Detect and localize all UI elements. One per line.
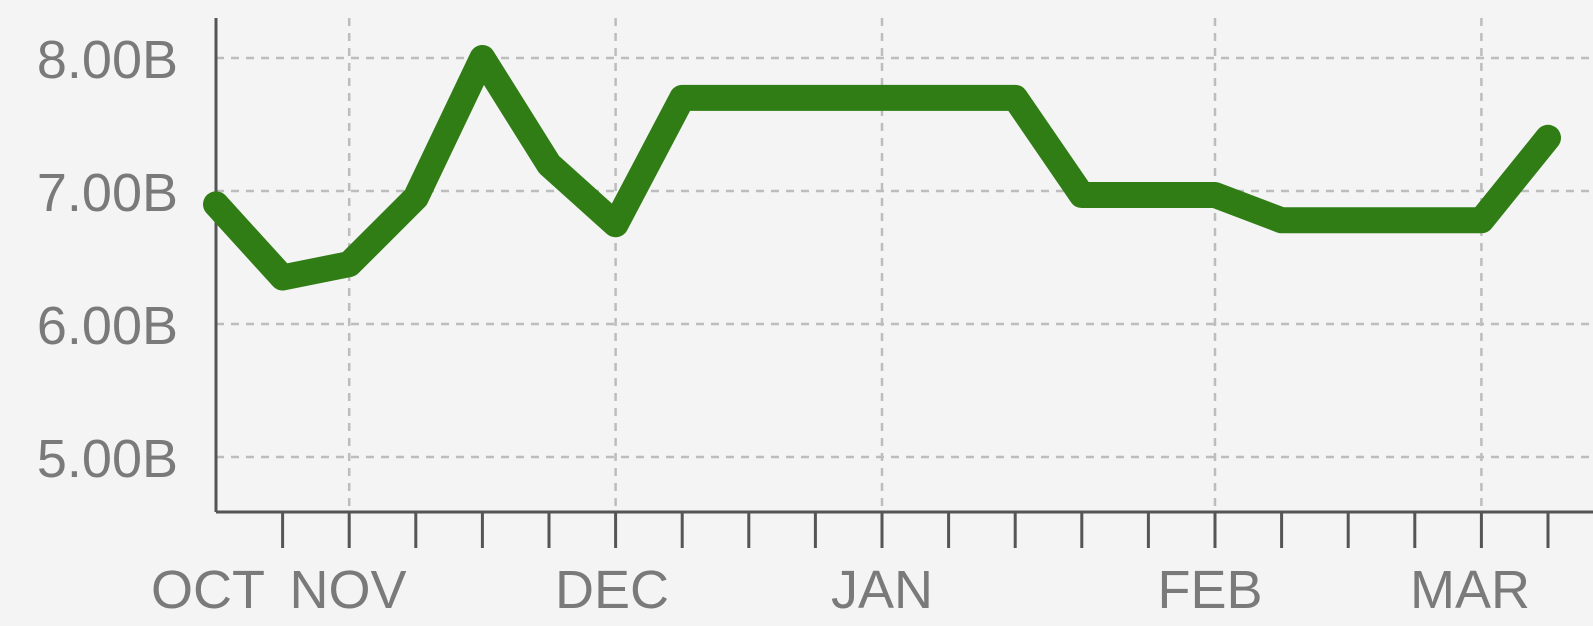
data-point	[548, 163, 550, 165]
x-tick-label: JAN	[831, 560, 933, 620]
data-point	[1147, 194, 1149, 196]
y-tick-label: 8.00B	[37, 30, 178, 90]
x-tick-label: MAR	[1410, 560, 1530, 620]
x-tick-label: NOV	[289, 560, 406, 620]
x-tick-label: DEC	[555, 560, 669, 620]
data-point	[948, 97, 950, 99]
data-point	[1281, 219, 1283, 221]
y-tick-label: 5.00B	[37, 429, 178, 489]
data-point	[681, 97, 683, 99]
gridlines	[216, 18, 1593, 512]
data-point	[348, 263, 350, 265]
y-tick-label: 7.00B	[37, 163, 178, 223]
data-point	[1081, 194, 1083, 196]
x-tick-label: FEB	[1157, 560, 1262, 620]
data-point	[481, 57, 483, 59]
data-point	[881, 97, 883, 99]
axes	[214, 18, 1593, 548]
data-point	[1014, 97, 1016, 99]
series-layer	[203, 45, 1561, 291]
data-point	[1214, 194, 1216, 196]
y-tick-label: 6.00B	[37, 296, 178, 356]
data-point	[1547, 137, 1549, 139]
x-tick-label: OCT	[151, 560, 265, 620]
data-point	[1480, 219, 1482, 221]
data-point	[1414, 219, 1416, 221]
data-point	[748, 97, 750, 99]
data-point	[415, 197, 417, 199]
data-point	[282, 277, 284, 278]
data-point	[1347, 219, 1349, 221]
x-tick-labels: OCT NOV DEC JAN FEB MAR	[151, 560, 1530, 620]
data-point	[615, 223, 617, 225]
y-tick-labels: 8.00B 7.00B 6.00B 5.00B	[37, 30, 178, 489]
data-point	[814, 97, 816, 99]
data-point	[215, 203, 217, 205]
